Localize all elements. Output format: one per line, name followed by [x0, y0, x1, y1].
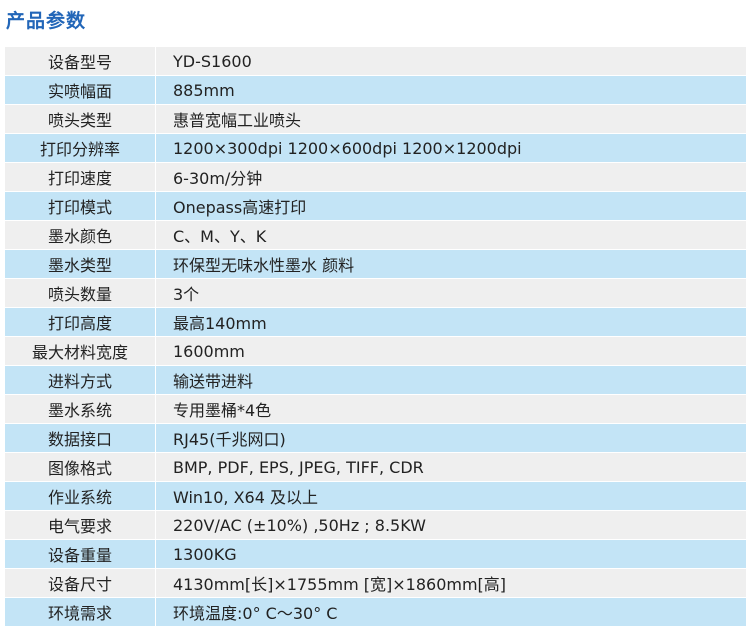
- param-name: 设备尺寸: [5, 569, 156, 597]
- table-row: 打印分辨率 1200×300dpi 1200×600dpi 1200×1200dp…: [5, 134, 746, 163]
- param-name: 打印模式: [5, 192, 156, 220]
- param-value: 输送带进料: [173, 372, 254, 391]
- param-value: 1600mm: [173, 341, 245, 361]
- param-name: 喷头类型: [5, 105, 156, 133]
- param-value: YD-S1600: [173, 51, 252, 71]
- param-value: 1300KG: [173, 544, 237, 564]
- param-value: BMP, PDF, EPS, JPEG, TIFF, CDR: [173, 457, 424, 477]
- param-value: Onepass高速打印: [173, 198, 307, 217]
- param-value: 专用墨桶*4色: [173, 401, 272, 420]
- table-row: 进料方式 输送带进料: [5, 366, 746, 395]
- param-name: 数据接口: [5, 424, 156, 452]
- param-name: 图像格式: [5, 453, 156, 481]
- table-row: 电气要求 220V/AC (±10%) ,50Hz ; 8.5KW: [5, 511, 746, 540]
- param-name: 墨水颜色: [5, 221, 156, 249]
- param-value: 环保型无味水性墨水 颜料: [173, 256, 355, 275]
- table-row: 打印速度 6-30m/分钟: [5, 163, 746, 192]
- param-value: 最高140mm: [173, 314, 267, 333]
- table-row: 数据接口 RJ45(千兆网口): [5, 424, 746, 453]
- param-name: 进料方式: [5, 366, 156, 394]
- table-row: 环境需求 环境温度:0° C～30° C: [5, 598, 746, 627]
- param-value: 6-30m/分钟: [173, 169, 263, 188]
- param-name: 设备重量: [5, 540, 156, 568]
- param-name: 打印高度: [5, 308, 156, 336]
- spec-table: 设备型号 YD-S1600 实喷幅面 885mm 喷头类型 惠普宽幅工业喷头 打印分辨率 12…: [5, 47, 746, 627]
- param-name: 作业系统: [5, 482, 156, 510]
- param-name: 打印分辨率: [5, 134, 156, 162]
- table-row: 墨水颜色 C、M、Y、K: [5, 221, 746, 250]
- page-title: 产品参数: [6, 10, 87, 32]
- table-row: 喷头数量 3个: [5, 279, 746, 308]
- param-value: C、M、Y、K: [173, 227, 267, 246]
- table-row: 墨水系统 专用墨桶*4色: [5, 395, 746, 424]
- param-value: 885mm: [173, 80, 235, 100]
- table-row: 设备重量 1300KG: [5, 540, 746, 569]
- param-value: RJ45(千兆网口): [173, 430, 286, 449]
- param-value: 4130mm[长]×1755mm [宽]×1860mm[高]: [173, 575, 507, 594]
- table-row: 图像格式 BMP, PDF, EPS, JPEG, TIFF, CDR: [5, 453, 746, 482]
- table-row: 设备型号 YD-S1600: [5, 47, 746, 76]
- param-value: 1200×300dpi 1200×600dpi 1200×1200dpi: [173, 138, 522, 158]
- table-row: 设备尺寸 4130mm[长]×1755mm [宽]×1860mm[高]: [5, 569, 746, 598]
- param-name: 环境需求: [5, 598, 156, 626]
- param-name: 墨水系统: [5, 395, 156, 423]
- param-name: 电气要求: [5, 511, 156, 539]
- table-row: 作业系统 Win10, X64 及以上: [5, 482, 746, 511]
- param-value: Win10, X64 及以上: [173, 488, 318, 507]
- table-row: 最大材料宽度 1600mm: [5, 337, 746, 366]
- param-name: 最大材料宽度: [5, 337, 156, 365]
- table-row: 喷头类型 惠普宽幅工业喷头: [5, 105, 746, 134]
- param-name: 打印速度: [5, 163, 156, 191]
- table-row: 打印高度 最高140mm: [5, 308, 746, 337]
- table-row: 打印模式 Onepass高速打印: [5, 192, 746, 221]
- param-value: 环境温度:0° C～30° C: [173, 604, 338, 623]
- table-row: 墨水类型 环保型无味水性墨水 颜料: [5, 250, 746, 279]
- table-row: 实喷幅面 885mm: [5, 76, 746, 105]
- param-name: 设备型号: [5, 47, 156, 75]
- param-value: 220V/AC (±10%) ,50Hz ; 8.5KW: [173, 515, 426, 535]
- param-value: 惠普宽幅工业喷头: [173, 111, 302, 130]
- param-name: 实喷幅面: [5, 76, 156, 104]
- param-name: 墨水类型: [5, 250, 156, 278]
- param-value: 3个: [173, 285, 200, 304]
- param-name: 喷头数量: [5, 279, 156, 307]
